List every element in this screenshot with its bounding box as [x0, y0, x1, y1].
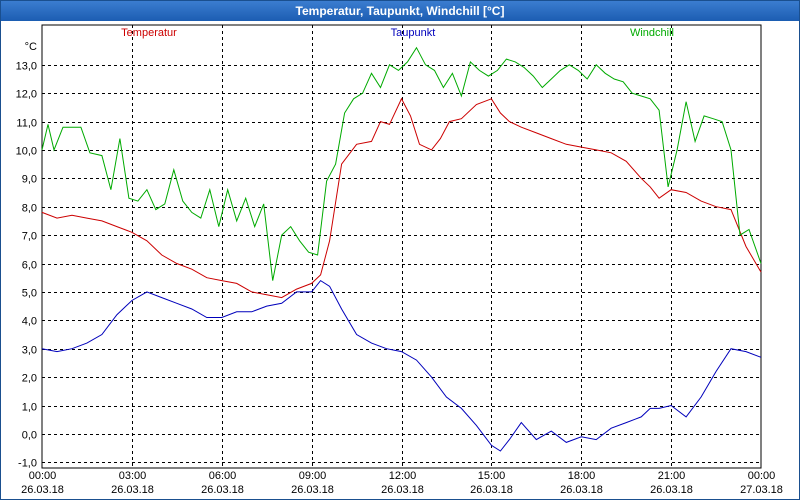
- y-tick-label: 3,0: [22, 345, 37, 357]
- series-line-taupunkt: [41, 279, 762, 452]
- series-line-temperatur: [41, 97, 762, 299]
- y-tick-label: 10,0: [16, 146, 37, 158]
- y-tick-label: 2,0: [22, 373, 37, 385]
- x-tick-time: 09:00: [299, 470, 327, 482]
- x-tick-date: 26.03.18: [381, 484, 424, 496]
- y-tick-label: 13,0: [16, 61, 37, 73]
- legend-temperatur: Temperatur: [121, 27, 177, 39]
- x-tick-date: 26.03.18: [560, 484, 603, 496]
- y-tick-label: 11,0: [16, 118, 37, 130]
- x-tick-time: 03:00: [119, 470, 147, 482]
- y-tick-label: 8,0: [22, 203, 37, 215]
- y-tick-label: 0,0: [22, 430, 37, 442]
- x-tick-time: 18:00: [568, 470, 596, 482]
- grid: [41, 24, 762, 469]
- legend-taupunkt: Taupunkt: [391, 27, 436, 39]
- y-axis-unit: °C: [25, 41, 37, 53]
- legend-windchill: Windchill: [630, 27, 674, 39]
- y-tick-label: 7,0: [22, 231, 37, 243]
- y-tick-label: 12,0: [16, 89, 37, 101]
- x-tick-time: 00:00: [748, 470, 776, 482]
- x-tick-time: 12:00: [389, 470, 417, 482]
- x-tick-date: 26.03.18: [201, 484, 244, 496]
- y-tick-label: 9,0: [22, 174, 37, 186]
- y-tick-label: 1,0: [22, 402, 37, 414]
- x-tick-date: 26.03.18: [291, 484, 334, 496]
- x-tick-time: 21:00: [658, 470, 686, 482]
- x-tick-date: 26.03.18: [650, 484, 693, 496]
- legend: Temperatur Taupunkt Windchill: [121, 27, 674, 39]
- y-tick-label: -1,0: [18, 458, 37, 470]
- chart-svg: -1,0 0,0 1,0 2,0 3,0 4,0 5,0 6,0 7,0 8,0 9,0 10,0 11…: [16, 24, 783, 496]
- series-line-windchill: [41, 46, 762, 281]
- y-tick-label: 5,0: [22, 288, 37, 300]
- window-title: Temperatur, Taupunkt, Windchill [°C]: [1, 1, 799, 21]
- axes: -1,0 0,0 1,0 2,0 3,0 4,0 5,0 6,0 7,0 8,0 9,0 10,0 11…: [16, 41, 783, 496]
- x-tick-date: 26.03.18: [111, 484, 154, 496]
- y-tick-label: 4,0: [22, 316, 37, 328]
- x-tick-time: 15:00: [478, 470, 506, 482]
- plot-area: [41, 24, 762, 469]
- x-tick-date: 26.03.18: [470, 484, 513, 496]
- y-tick-label: 6,0: [22, 260, 37, 272]
- x-tick-date: 26.03.18: [21, 484, 64, 496]
- series-lines: [41, 46, 762, 452]
- x-tick-date: 27.03.18: [740, 484, 783, 496]
- x-tick-time: 00:00: [29, 470, 57, 482]
- x-tick-time: 06:00: [209, 470, 237, 482]
